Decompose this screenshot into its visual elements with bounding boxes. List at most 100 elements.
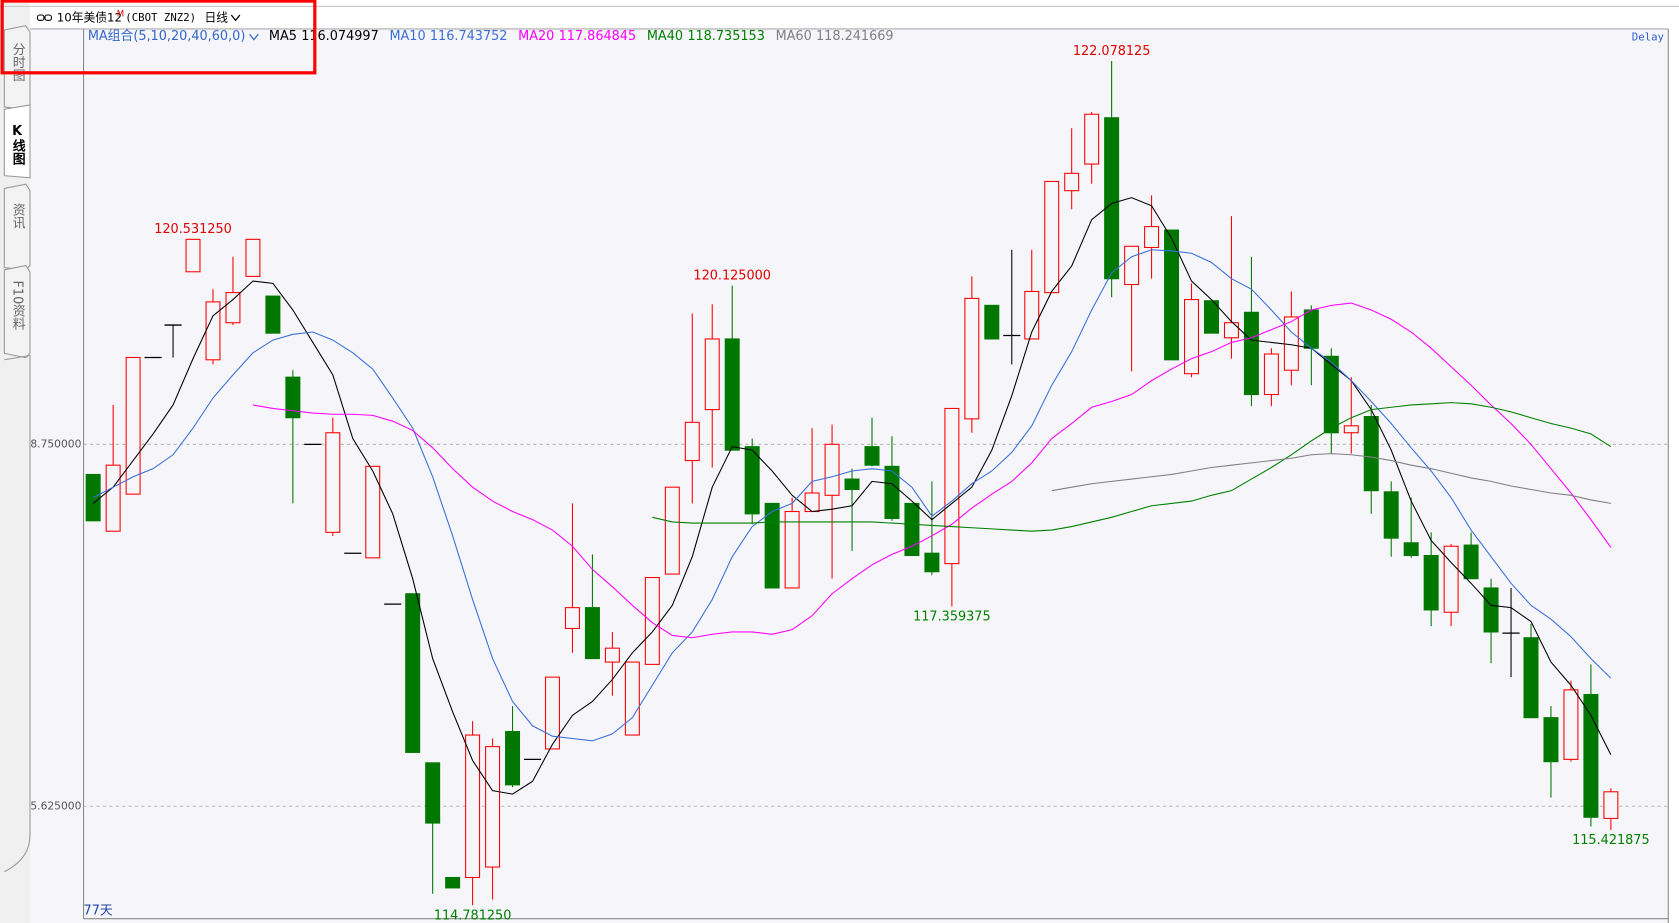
legend-value: 116.074997 bbox=[301, 29, 379, 44]
tab-rail bbox=[4, 354, 31, 873]
candle-body bbox=[1124, 245, 1140, 286]
candle-body bbox=[924, 552, 940, 573]
candle-body bbox=[225, 292, 241, 324]
candle-body bbox=[1423, 554, 1439, 611]
candle-body bbox=[425, 762, 441, 824]
candle-body bbox=[1363, 416, 1379, 492]
candle-body bbox=[1263, 353, 1279, 396]
candle-body bbox=[1443, 545, 1459, 613]
extreme-label: 114.781250 bbox=[434, 908, 512, 923]
extreme-label: 115.421875 bbox=[1572, 833, 1650, 848]
extreme-label: 120.531250 bbox=[154, 222, 232, 237]
legend-value: 116.743752 bbox=[430, 29, 508, 44]
tab[interactable] bbox=[3, 183, 31, 271]
candle-body bbox=[1383, 491, 1399, 539]
candle-body bbox=[1523, 637, 1539, 719]
candle-body bbox=[824, 443, 840, 496]
legend-value: 118.735153 bbox=[687, 29, 765, 44]
candle-body bbox=[1343, 425, 1359, 434]
symbol-mark: M bbox=[117, 9, 124, 19]
candle-body bbox=[724, 338, 740, 451]
candle-body bbox=[1403, 542, 1419, 557]
candle-body bbox=[624, 661, 640, 736]
candle-body bbox=[1203, 300, 1219, 334]
candle-body bbox=[944, 407, 960, 565]
candle-body bbox=[1024, 290, 1040, 340]
candle-body bbox=[1283, 316, 1299, 371]
candle-body bbox=[505, 731, 521, 786]
candle-body bbox=[365, 465, 381, 559]
legend-value: 117.864845 bbox=[559, 29, 637, 44]
right-strip bbox=[1668, 28, 1679, 923]
candle-body bbox=[1144, 226, 1160, 248]
delay: Delay bbox=[1632, 30, 1665, 43]
legend-name: MA10 bbox=[389, 29, 425, 44]
period[interactable]: 日线 bbox=[205, 11, 229, 25]
candle-body bbox=[744, 446, 760, 515]
candle-body bbox=[864, 446, 880, 466]
candle-body bbox=[1603, 791, 1619, 819]
candle-body bbox=[265, 295, 281, 334]
toolbar-bg bbox=[30, 0, 1679, 29]
legend-name: MA60 bbox=[776, 29, 812, 44]
candle-body bbox=[1563, 689, 1579, 760]
plot-bg bbox=[30, 28, 1669, 923]
ma-line bbox=[92, 197, 1612, 795]
candle-body bbox=[1044, 180, 1060, 294]
link-icon[interactable] bbox=[44, 14, 52, 21]
tab-active[interactable] bbox=[3, 104, 31, 179]
candle-body bbox=[1303, 309, 1319, 349]
candle-body bbox=[684, 421, 700, 462]
tab[interactable] bbox=[3, 264, 31, 359]
tab-label[interactable]: K线图 bbox=[10, 124, 25, 166]
candle-body bbox=[584, 607, 600, 660]
candle-body bbox=[984, 304, 1000, 340]
candle-body bbox=[704, 338, 720, 411]
y-tick-label: 118.750000 bbox=[17, 437, 82, 450]
y-axis-labels: 115.625000 118.750000 bbox=[17, 437, 82, 812]
link-icon[interactable] bbox=[36, 14, 45, 21]
tab-label[interactable]: 资讯 bbox=[10, 203, 25, 230]
legend-name: MA5 bbox=[269, 29, 297, 44]
candle-body bbox=[564, 607, 580, 630]
highlight-box bbox=[0, 0, 317, 75]
candle-body bbox=[1323, 355, 1339, 434]
candle-body bbox=[465, 734, 481, 879]
candle-body bbox=[185, 238, 201, 273]
candle-body bbox=[1463, 544, 1479, 580]
candle-body bbox=[964, 297, 980, 420]
candle-body bbox=[1543, 717, 1559, 763]
candle-body bbox=[844, 478, 860, 491]
ma-line bbox=[652, 402, 1612, 532]
plot: 120.531250 120.125000 122.078125 117.359375… bbox=[83, 44, 1669, 923]
candle-body bbox=[1483, 587, 1499, 633]
period-dropdown[interactable] bbox=[230, 14, 241, 22]
candle-body bbox=[285, 376, 301, 419]
symbol: 10年美债12 bbox=[57, 11, 122, 25]
candle-body bbox=[445, 876, 461, 889]
extreme-label: 120.125000 bbox=[693, 269, 771, 284]
ma-line bbox=[92, 249, 1612, 742]
candle-body bbox=[125, 356, 141, 495]
tab-label[interactable]: F10资料 bbox=[10, 281, 25, 331]
tab-label[interactable]: 分时图 bbox=[10, 43, 25, 82]
legend-name: MA40 bbox=[647, 29, 683, 44]
legend-dropdown[interactable] bbox=[249, 33, 259, 41]
ma-line bbox=[1051, 453, 1611, 504]
ma-line bbox=[252, 302, 1612, 639]
candle-body bbox=[405, 593, 421, 753]
candle-body bbox=[784, 510, 800, 589]
candle-body bbox=[485, 746, 501, 868]
footer: 77天 bbox=[84, 904, 113, 919]
symbol-code: (CBOT ZNZ2) bbox=[125, 11, 196, 24]
candle-body bbox=[804, 492, 820, 513]
candle-body bbox=[325, 432, 341, 533]
candle-body bbox=[604, 647, 620, 663]
legend: MA5 116.074997 MA10 116.743752 MA20 117.86484… bbox=[269, 29, 894, 44]
candle-body bbox=[245, 238, 261, 277]
candle-body bbox=[644, 576, 660, 665]
legend-title[interactable]: MA组合(5,10,20,40,60,0) bbox=[88, 29, 246, 44]
candle-body bbox=[205, 301, 221, 361]
